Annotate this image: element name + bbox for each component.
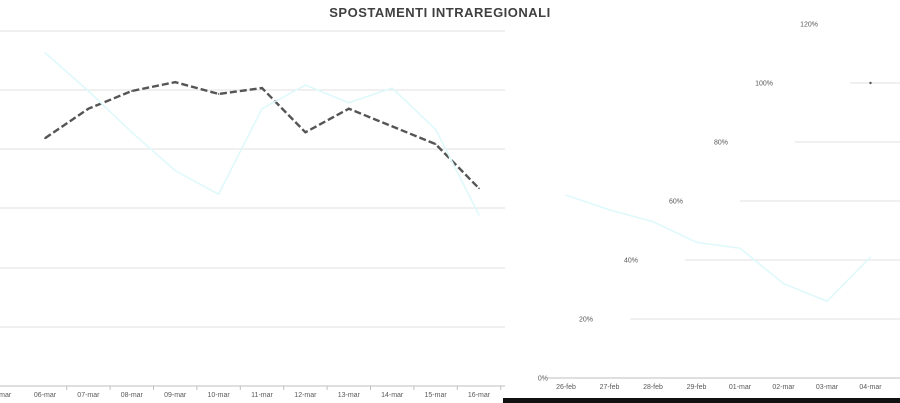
- right-point-0-2: [652, 220, 654, 223]
- left-x-tick-12-mar: 12-mar: [294, 392, 317, 399]
- left-x-tick-16-mar: 16-mar: [468, 392, 491, 399]
- left-chart-panel: -mar 06-mar 07-mar 08-mar 09-mar 10-mar 11-mar…: [0, 30, 505, 399]
- left-series-line-1: [44, 52, 480, 216]
- right-point-0-0: [565, 194, 567, 196]
- right-x-tick-29-feb: 29-feb: [687, 384, 707, 391]
- left-x-tick-partial: -mar: [0, 392, 12, 399]
- left-point-0-10-mar: [217, 93, 220, 95]
- left-x-tick-07-mar: 07-mar: [77, 392, 100, 399]
- right-x-tick-04-mar: 04-mar: [859, 384, 882, 391]
- right-y-tick-20%: 20%: [579, 317, 593, 324]
- chart-title: SPOSTAMENTI INTRAREGIONALI: [329, 5, 550, 20]
- left-x-tick-13-mar: 13-mar: [338, 392, 361, 399]
- right-y-tick-100%: 100%: [755, 81, 773, 88]
- left-point-0-07-mar: [87, 107, 90, 110]
- right-point-0-7: [869, 256, 872, 258]
- left-point-0-15-mar: [434, 143, 437, 145]
- left-point-1-11-mar: [261, 107, 263, 110]
- left-point-1-15-mar: [434, 128, 437, 131]
- right-point-0-1: [608, 209, 611, 211]
- right-x-tick-02-mar: 02-mar: [772, 384, 795, 391]
- right-x-tick-28-feb: 28-feb: [643, 384, 663, 391]
- left-point-0-11-mar: [261, 87, 263, 89]
- right-y-tick-120%: 120%: [800, 22, 818, 29]
- right-point-1-0: [869, 81, 872, 85]
- left-point-1-10-mar: [217, 193, 220, 196]
- right-y-tick-80%: 80%: [714, 140, 728, 147]
- left-point-1-08-mar: [131, 131, 133, 134]
- left-point-1-13-mar: [348, 102, 350, 104]
- right-y-tick-60%: 60%: [669, 199, 683, 206]
- left-point-0-14-mar: [391, 125, 394, 128]
- right-y-tick-0%: 0%: [538, 376, 548, 383]
- left-x-tick-09-mar: 09-mar: [164, 392, 187, 399]
- left-x-tick-15-mar: 15-mar: [425, 392, 448, 399]
- right-x-tick-26-feb: 26-feb: [556, 384, 576, 391]
- right-x-tick-01-mar: 01-mar: [729, 384, 752, 391]
- right-point-0-4: [739, 247, 741, 249]
- left-point-1-06-mar: [44, 51, 46, 54]
- left-x-tick-11-mar: 11-mar: [251, 392, 273, 399]
- right-chart-panel: 0% 20% 40% 60% 80% 100% 120% 26-feb 27-feb 28-feb…: [538, 22, 900, 391]
- left-x-tick-10-mar: 10-mar: [208, 392, 231, 399]
- right-point-0-3: [695, 241, 698, 244]
- left-point-1-12-mar: [304, 84, 307, 86]
- left-point-0-06-mar: [44, 137, 46, 139]
- left-point-1-07-mar: [87, 90, 90, 92]
- left-point-0-12-mar: [304, 131, 307, 134]
- left-point-1-09-mar: [174, 169, 176, 172]
- bottom-border: [503, 398, 900, 403]
- right-point-0-5: [782, 282, 785, 285]
- left-x-tick-14-mar: 14-mar: [381, 392, 404, 399]
- right-y-tick-40%: 40%: [624, 258, 638, 265]
- left-point-1-16-mar: [478, 214, 480, 216]
- right-series-line-0: [565, 194, 872, 303]
- left-point-0-16-mar: [478, 187, 480, 190]
- right-x-tick-03-mar: 03-mar: [816, 384, 839, 391]
- left-x-tick-08-mar: 08-mar: [121, 392, 144, 399]
- left-point-0-13-mar: [348, 107, 350, 110]
- left-point-1-14-mar: [391, 87, 394, 89]
- right-x-tick-27-feb: 27-feb: [600, 384, 620, 391]
- right-point-0-6: [826, 300, 828, 303]
- left-x-tick-06-mar: 06-mar: [34, 392, 57, 399]
- left-point-0-08-mar: [131, 90, 133, 92]
- left-point-0-09-mar: [174, 81, 176, 83]
- left-series-line-0: [44, 80, 480, 190]
